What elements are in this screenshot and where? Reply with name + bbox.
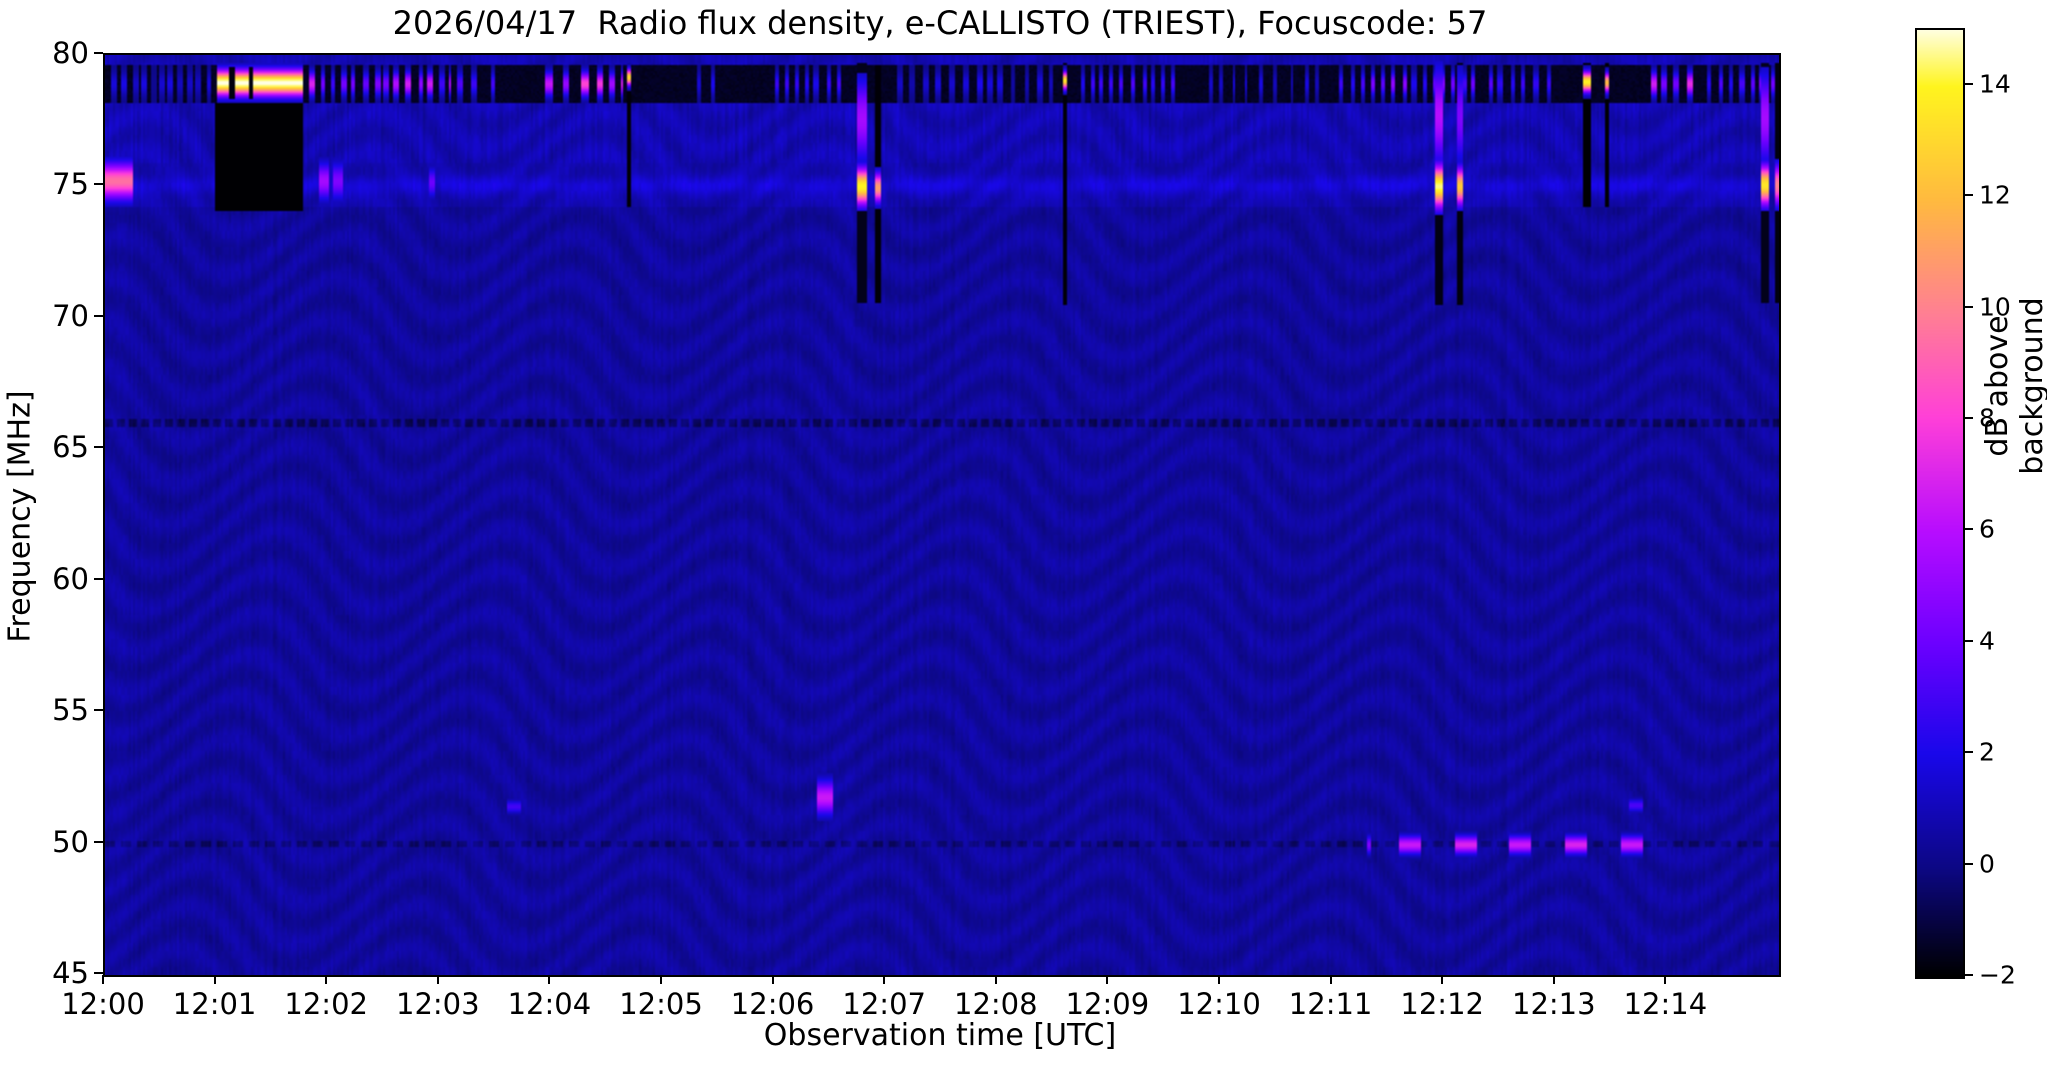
- colorbar-tick-mark: [1965, 82, 1973, 85]
- x-tick-label: 12:10: [1177, 987, 1261, 1021]
- colorbar-tick-label: 6: [1979, 514, 1995, 544]
- x-tick-mark: [548, 975, 551, 984]
- colorbar-tick-label: −2: [1979, 960, 2016, 990]
- colorbar-tick-mark: [1965, 639, 1973, 642]
- colorbar-tick-mark: [1965, 974, 1973, 976]
- x-tick-mark: [1218, 975, 1220, 984]
- x-tick-label: 12:02: [284, 987, 368, 1021]
- colorbar-tick-mark: [1965, 416, 1973, 419]
- x-axis-label: Observation time [UTC]: [763, 1018, 1117, 1053]
- y-tick-label: 80: [52, 36, 89, 70]
- colorbar-tick-label: 14: [1979, 69, 2011, 99]
- x-tick-label: 12:12: [1400, 987, 1484, 1021]
- y-tick-mark: [94, 183, 103, 186]
- x-tick-label: 12:00: [61, 987, 145, 1021]
- y-tick-label: 45: [52, 956, 89, 990]
- x-tick-mark: [660, 975, 662, 984]
- colorbar-tick-mark: [1965, 194, 1973, 197]
- colorbar-tick-mark: [1965, 862, 1973, 865]
- x-tick-mark: [1664, 975, 1667, 984]
- x-tick-mark: [213, 975, 216, 984]
- y-tick-mark: [94, 314, 103, 317]
- colorbar-tick-label: 10: [1979, 292, 2011, 322]
- chart-title: 2026/04/17 Radio flux density, e-CALLIST…: [392, 4, 1488, 42]
- colorbar: [1915, 28, 1965, 979]
- y-tick-mark: [94, 709, 103, 712]
- spectrogram-canvas: [105, 55, 1779, 975]
- y-tick-label: 65: [52, 430, 89, 465]
- x-tick-label: 12:13: [1512, 987, 1596, 1021]
- x-tick-mark: [1106, 975, 1109, 984]
- colorbar-tick-label: 0: [1979, 849, 1995, 879]
- y-tick-mark: [94, 840, 103, 843]
- colorbar-tick-mark: [1965, 528, 1973, 531]
- x-tick-mark: [1552, 975, 1555, 984]
- x-tick-mark: [102, 975, 104, 984]
- y-tick-label: 70: [52, 298, 89, 333]
- colorbar-tick-mark: [1965, 305, 1973, 308]
- x-tick-label: 12:01: [172, 987, 257, 1021]
- x-tick-mark: [1329, 975, 1332, 984]
- colorbar-tick-mark: [1965, 751, 1973, 754]
- plot-area: [103, 53, 1781, 977]
- x-tick-mark: [771, 975, 774, 984]
- x-tick-label: 12:11: [1288, 987, 1373, 1021]
- x-tick-label: 12:03: [396, 987, 480, 1021]
- y-tick-label: 75: [52, 167, 89, 202]
- colorbar-tick-label: 4: [1979, 626, 1995, 656]
- y-tick-label: 50: [52, 824, 89, 859]
- y-tick-label: 60: [52, 561, 89, 596]
- x-tick-label: 12:08: [954, 987, 1038, 1021]
- x-tick-label: 12:14: [1623, 987, 1708, 1021]
- x-tick-label: 12:07: [842, 987, 926, 1021]
- colorbar-tick-label: 2: [1979, 737, 1995, 767]
- x-tick-label: 12:04: [507, 987, 592, 1021]
- colorbar-tick-label: 8: [1979, 403, 1995, 433]
- y-tick-mark: [94, 972, 103, 974]
- y-tick-label: 55: [52, 693, 89, 728]
- colorbar-tick-label: 12: [1979, 180, 2011, 210]
- x-tick-label: 12:06: [730, 987, 815, 1021]
- y-tick-mark: [94, 52, 103, 54]
- x-tick-mark: [325, 975, 328, 984]
- x-tick-mark: [436, 975, 439, 984]
- y-tick-mark: [94, 577, 103, 580]
- x-tick-mark: [994, 975, 997, 984]
- colorbar-canvas: [1917, 30, 1963, 977]
- y-tick-mark: [94, 446, 103, 449]
- colorbar-label: dB above background: [1980, 297, 2047, 475]
- x-tick-label: 12:09: [1065, 987, 1150, 1021]
- x-tick-label: 12:05: [619, 987, 703, 1021]
- y-axis-label: Frequency [MHz]: [2, 390, 38, 643]
- x-tick-mark: [883, 975, 886, 984]
- x-tick-mark: [1441, 975, 1444, 984]
